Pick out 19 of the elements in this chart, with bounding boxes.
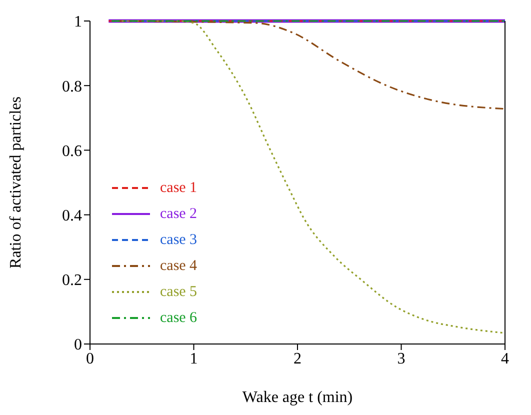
- legend-label: case 4: [160, 258, 198, 274]
- y-axis-title: Ratio of activated particles: [8, 96, 25, 268]
- legend-label: case 2: [160, 206, 198, 222]
- y-tick-label: 0.8: [62, 78, 82, 96]
- x-tick-label: 3: [397, 350, 406, 368]
- y-tick-label: 1: [74, 14, 82, 31]
- x-tick-label: 1: [190, 350, 198, 368]
- y-tick-label: 0.6: [62, 142, 82, 160]
- legend-label: case 1: [160, 180, 198, 196]
- x-tick-label: 0: [86, 350, 94, 368]
- legend-label: case 3: [160, 232, 198, 248]
- legend-label: case 6: [160, 310, 198, 326]
- y-tick-label: 0.2: [62, 272, 82, 290]
- x-tick-label: 4: [501, 350, 509, 368]
- legend-label: case 5: [160, 284, 198, 300]
- y-tick-label: 0: [74, 336, 82, 354]
- x-tick-label: 2: [294, 350, 302, 368]
- y-tick-label: 0.4: [62, 207, 82, 224]
- x-axis-title: Wake age t (min): [242, 389, 353, 406]
